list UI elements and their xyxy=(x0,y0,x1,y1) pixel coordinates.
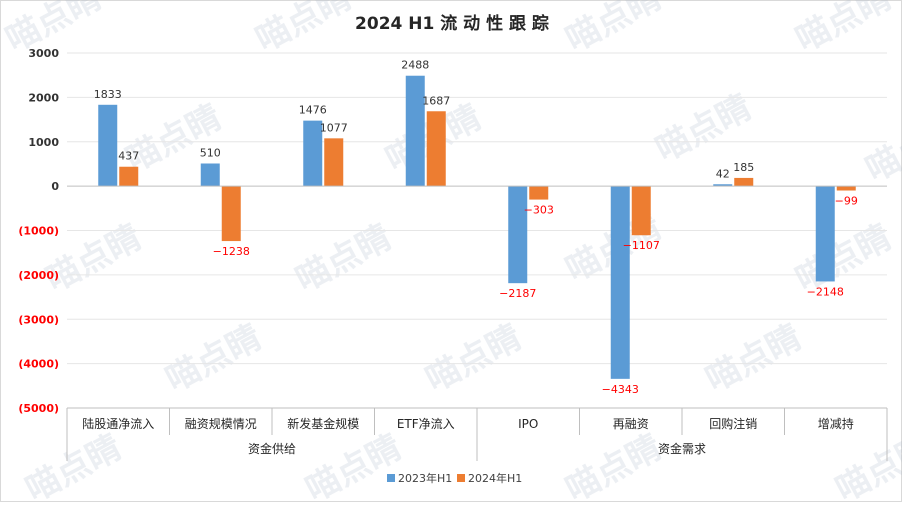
bar-2024h1 xyxy=(631,186,651,236)
bar-2023h1 xyxy=(405,75,425,187)
y-tick-label: 3000 xyxy=(28,47,59,60)
data-label: −99 xyxy=(835,195,858,208)
bar-2023h1 xyxy=(610,186,630,379)
legend-swatch xyxy=(387,474,395,482)
x-tick-label: IPO xyxy=(518,417,538,431)
legend-swatch xyxy=(457,474,465,482)
bar-2023h1 xyxy=(713,184,733,187)
data-label: −2187 xyxy=(499,287,536,300)
bar-2024h1 xyxy=(119,166,139,187)
legend-item-2023h1: 2023年H1 xyxy=(387,471,452,485)
x-tick-label: 回购注销 xyxy=(709,416,757,431)
data-label: 1687 xyxy=(422,94,450,107)
data-label: −1107 xyxy=(623,239,660,252)
x-tick-label: 增减持 xyxy=(818,416,854,431)
data-label: 42 xyxy=(716,167,730,180)
legend-item-2024h1: 2024年H1 xyxy=(457,471,522,485)
data-label: −2148 xyxy=(807,285,844,298)
data-label: 185 xyxy=(733,161,754,174)
bar-2023h1 xyxy=(98,104,118,187)
bar-2024h1 xyxy=(734,177,754,187)
y-tick-label: 1000 xyxy=(28,136,59,149)
y-tick-label: (5000) xyxy=(18,402,59,415)
data-label: −4343 xyxy=(602,383,639,396)
y-tick-label: 0 xyxy=(51,180,59,193)
data-label: −303 xyxy=(524,204,554,217)
y-tick-label: (2000) xyxy=(18,269,59,282)
bar-2024h1 xyxy=(324,138,344,187)
x-tick-label: ETF净流入 xyxy=(397,417,455,431)
bar-2023h1 xyxy=(815,186,835,282)
x-tick-label: 融资规模情况 xyxy=(185,416,257,431)
x-tick-label: 陆股通净流入 xyxy=(82,416,154,431)
data-label: 1833 xyxy=(94,88,122,101)
x-group-label: 资金供给 xyxy=(248,441,296,456)
bar-2023h1 xyxy=(303,120,323,187)
bar-2024h1 xyxy=(529,186,549,200)
legend-label: 2024年H1 xyxy=(468,471,522,485)
data-label: 1077 xyxy=(320,121,348,134)
data-label: 2488 xyxy=(401,59,429,72)
y-tick-label: (3000) xyxy=(18,313,59,326)
y-tick-label: 2000 xyxy=(28,91,59,104)
data-label: 510 xyxy=(200,146,221,159)
bar-2023h1 xyxy=(200,163,220,187)
x-group-label: 资金需求 xyxy=(658,441,706,456)
bar-2024h1 xyxy=(836,186,856,191)
data-label: −1238 xyxy=(213,245,250,258)
bar-2024h1 xyxy=(221,186,241,242)
bar-2023h1 xyxy=(508,186,528,284)
data-label: 437 xyxy=(118,150,139,163)
y-tick-label: (1000) xyxy=(18,225,59,238)
legend-label: 2023年H1 xyxy=(398,471,452,485)
data-label: 1476 xyxy=(299,104,327,117)
chart-title: 2024 H1 流 动 性 跟 踪 xyxy=(355,13,549,34)
y-tick-label: (4000) xyxy=(18,358,59,371)
bar-2024h1 xyxy=(426,111,446,187)
x-tick-label: 再融资 xyxy=(613,417,649,431)
x-tick-label: 新发基金规模 xyxy=(287,416,359,431)
